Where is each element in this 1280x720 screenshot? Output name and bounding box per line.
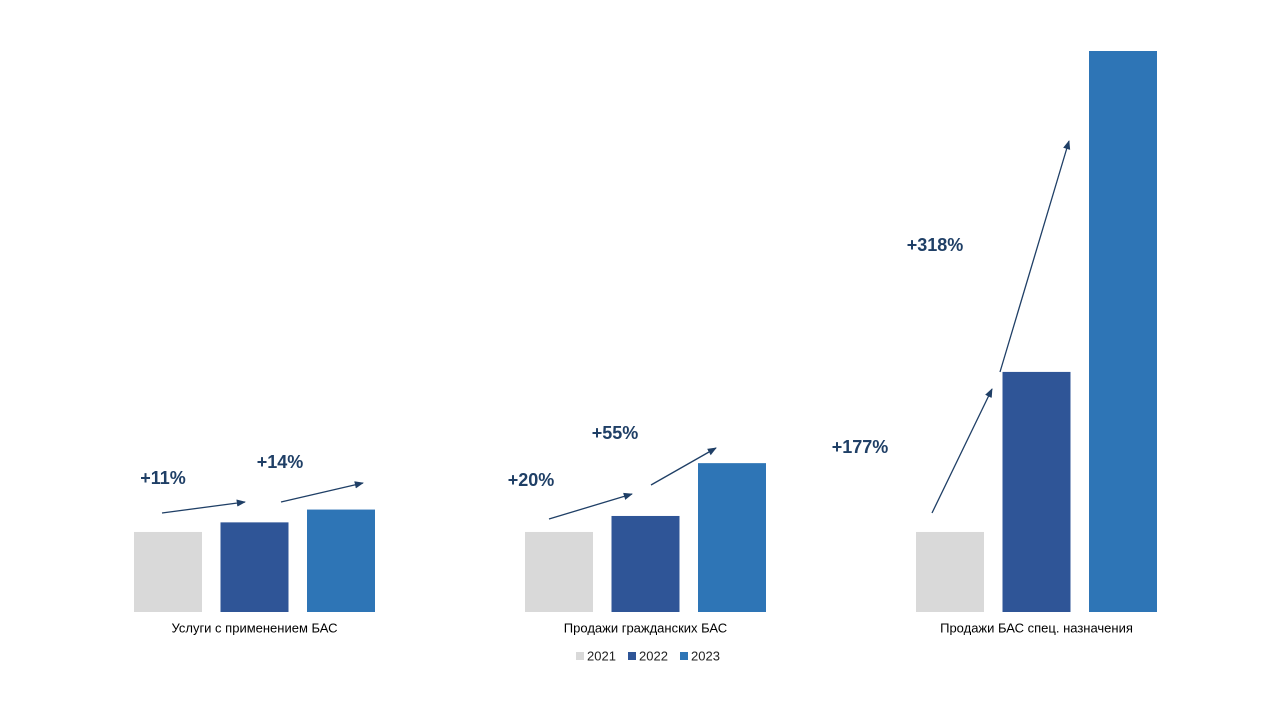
bar [611,515,680,612]
growth-label: +177% [832,437,889,457]
growth-arrow [548,492,633,520]
growth-arrow [931,388,993,514]
growth-label: +11% [140,468,186,488]
growth-arrow [161,499,246,514]
growth-label: +14% [257,452,304,472]
growth-label: +20% [508,470,555,490]
bar [1089,51,1157,612]
bar [307,509,375,612]
legend-label: 2023 [691,648,720,663]
growth-label: +318% [907,235,964,255]
x-tick-label: Продажи гражданских БАС [564,620,727,635]
bar [525,531,593,612]
bar [1002,371,1071,612]
bar [698,463,766,612]
x-tick-label: Услуги с применением БАС [171,620,337,635]
legend-label: 2021 [587,648,616,663]
legend-swatch [628,652,636,660]
legend-label: 2022 [639,648,668,663]
x-tick-label: Продажи БАС спец. назначения [940,620,1133,635]
legend-swatch [576,652,584,660]
growth-arrow [280,481,364,503]
bar [134,531,202,612]
bar [916,531,984,612]
legend-swatch [680,652,688,660]
growth-arrow [650,447,717,486]
bar [220,522,289,612]
growth-label: +55% [592,423,639,443]
growth-arrow [999,140,1071,373]
